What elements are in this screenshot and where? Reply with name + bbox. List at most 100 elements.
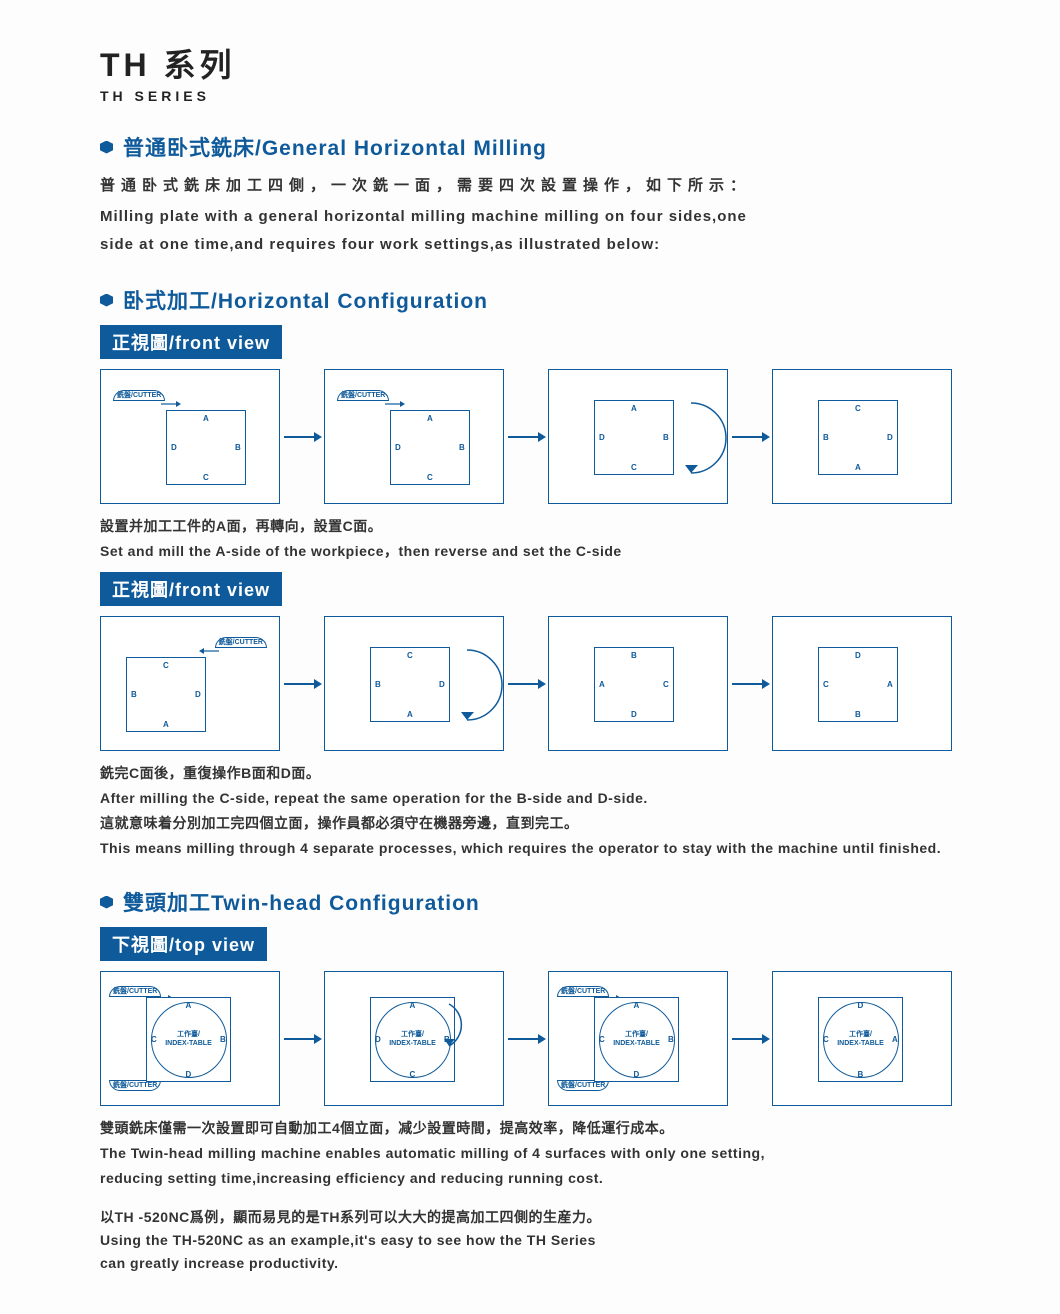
face-label: A <box>407 710 413 719</box>
flow-arrow <box>280 674 324 694</box>
face-label: D <box>599 433 605 442</box>
face-label: B <box>235 443 241 452</box>
face-label: C <box>163 661 169 670</box>
footer-cn: 以TH -520NC爲例，顯而易見的是TH系列可以大大的提高加工四側的生産力。 <box>100 1207 1020 1228</box>
face-label: B <box>668 1035 674 1044</box>
face-label: C <box>151 1035 157 1044</box>
feed-arrow-icon <box>385 400 405 408</box>
face-label: B <box>823 433 829 442</box>
cutter-label: 銑盤/CUTTER <box>337 390 389 401</box>
sec3-caption-en1: The Twin-head milling machine enables au… <box>100 1143 1020 1164</box>
cutter-label: 銑盤/CUTTER <box>113 390 165 401</box>
face-label: B <box>459 443 465 452</box>
index-table-circle: 工作臺/INDEX-TABLE <box>823 1002 899 1078</box>
face-label: A <box>427 414 433 423</box>
bullet-icon <box>100 896 113 909</box>
sec1-body-cn: 普通卧式銑床加工四側，一次銑一面，需要四次設置操作，如下所示： <box>100 174 1020 195</box>
arrow-icon <box>282 427 322 447</box>
face-label: D <box>375 1035 381 1044</box>
face-label: D <box>439 680 445 689</box>
face-label: D <box>171 443 177 452</box>
face-label: A <box>855 463 861 472</box>
face-label: C <box>599 1035 605 1044</box>
sec1-body-en2: side at one time,and requires four work … <box>100 233 1020 257</box>
face-label: C <box>203 473 209 482</box>
face-label: A <box>887 680 893 689</box>
heading-text: 普通卧式銑床/General Horizontal Milling <box>123 132 547 162</box>
face-label: A <box>634 1001 640 1010</box>
face-label: C <box>407 651 413 660</box>
flow-arrow <box>280 1029 324 1049</box>
face-label: B <box>631 651 637 660</box>
page-title-en: TH SERIES <box>100 88 1020 104</box>
flow-arrow <box>728 674 772 694</box>
arrow-icon <box>506 1029 546 1049</box>
diagram-panel: B D A C <box>548 616 728 751</box>
face-label: B <box>220 1035 226 1044</box>
index-table-circle: 工作臺/INDEX-TABLE <box>151 1002 227 1078</box>
face-label: C <box>823 680 829 689</box>
sec3-caption-cn: 雙頭銑床僅需一次設置即可自動加工4個立面，减少設置時間，提高效率，降低運行成本。 <box>100 1118 1020 1139</box>
arrow-icon <box>506 674 546 694</box>
face-label: D <box>631 710 637 719</box>
flow-arrow <box>504 1029 548 1049</box>
rotation-arc-icon <box>681 398 731 478</box>
bullet-icon <box>100 294 113 307</box>
face-label: A <box>599 680 605 689</box>
front-view-label-2: 正視圖/front view <box>100 572 282 606</box>
arrow-icon <box>730 427 770 447</box>
arrow-icon <box>282 674 322 694</box>
row1-caption-en: Set and mill the A-side of the workpiece… <box>100 541 1020 562</box>
diagram-panel: 銑盤/CUTTER A C D B <box>100 369 280 504</box>
flow-arrow <box>504 427 548 447</box>
face-label: A <box>203 414 209 423</box>
footer-en2: can greatly increase productivity. <box>100 1253 1020 1274</box>
face-label: A <box>892 1035 898 1044</box>
face-label: A <box>163 720 169 729</box>
diagram-panel: 工作臺/INDEX-TABLE D B C A <box>772 971 952 1106</box>
section-twin-head: 雙頭加工Twin-head Configuration <box>100 887 1020 917</box>
feed-arrow-icon <box>161 400 181 408</box>
face-label: B <box>663 433 669 442</box>
face-label: C <box>855 404 861 413</box>
sec3-caption-en2: reducing setting time,increasing efficie… <box>100 1168 1020 1189</box>
diagram-panel: 銑盤/CUTTER 銑盤/CUTTER 工作臺/INDEX-TABLE A D … <box>548 971 728 1106</box>
top-view-label: 下視圖/top view <box>100 927 267 961</box>
index-table-circle: 工作臺/INDEX-TABLE <box>599 1002 675 1078</box>
face-label: D <box>855 651 861 660</box>
flow-arrow <box>280 427 324 447</box>
diagram-panel: A C D B <box>548 369 728 504</box>
diagram-panel: C A B D <box>324 616 504 751</box>
heading-text: 卧式加工/Horizontal Configuration <box>123 285 488 315</box>
bullet-icon <box>100 141 113 154</box>
index-table-circle: 工作臺/INDEX-TABLE <box>375 1002 451 1078</box>
face-label: B <box>131 690 137 699</box>
face-label: D <box>858 1001 864 1010</box>
heading-text: 雙頭加工Twin-head Configuration <box>123 887 480 917</box>
face-label: D <box>887 433 893 442</box>
face-label: D <box>186 1070 192 1079</box>
face-label: B <box>855 710 861 719</box>
section-horizontal-config: 卧式加工/Horizontal Configuration <box>100 285 1020 315</box>
flow-arrow <box>504 674 548 694</box>
diagram-panel: 工作臺/INDEX-TABLE A C D B <box>324 971 504 1106</box>
arrow-icon <box>730 674 770 694</box>
footer-en1: Using the TH-520NC as an example,it's ea… <box>100 1230 1020 1251</box>
arrow-icon <box>506 427 546 447</box>
diagram-panel: 銑盤/CUTTER 銑盤/CUTTER 工作臺/INDEX-TABLE A D … <box>100 971 280 1106</box>
row2-caption-en1: After milling the C-side, repeat the sam… <box>100 788 1020 809</box>
face-label: B <box>375 680 381 689</box>
face-label: A <box>186 1001 192 1010</box>
diagram-panel: D B C A <box>772 616 952 751</box>
face-label: D <box>395 443 401 452</box>
face-label: C <box>631 463 637 472</box>
row2-caption-en2: This means milling through 4 separate pr… <box>100 838 1020 859</box>
face-label: C <box>410 1070 416 1079</box>
diagram-row-2: 銑盤/CUTTER C A B D C A B D B D A C D B C … <box>100 616 1020 751</box>
page-title-cn: TH 系列 <box>100 40 1020 86</box>
rotation-arc-icon <box>443 1000 483 1050</box>
flow-arrow <box>728 427 772 447</box>
feed-arrow-icon <box>199 647 219 655</box>
sec1-body-en1: Milling plate with a general horizontal … <box>100 205 1020 229</box>
face-label: C <box>663 680 669 689</box>
